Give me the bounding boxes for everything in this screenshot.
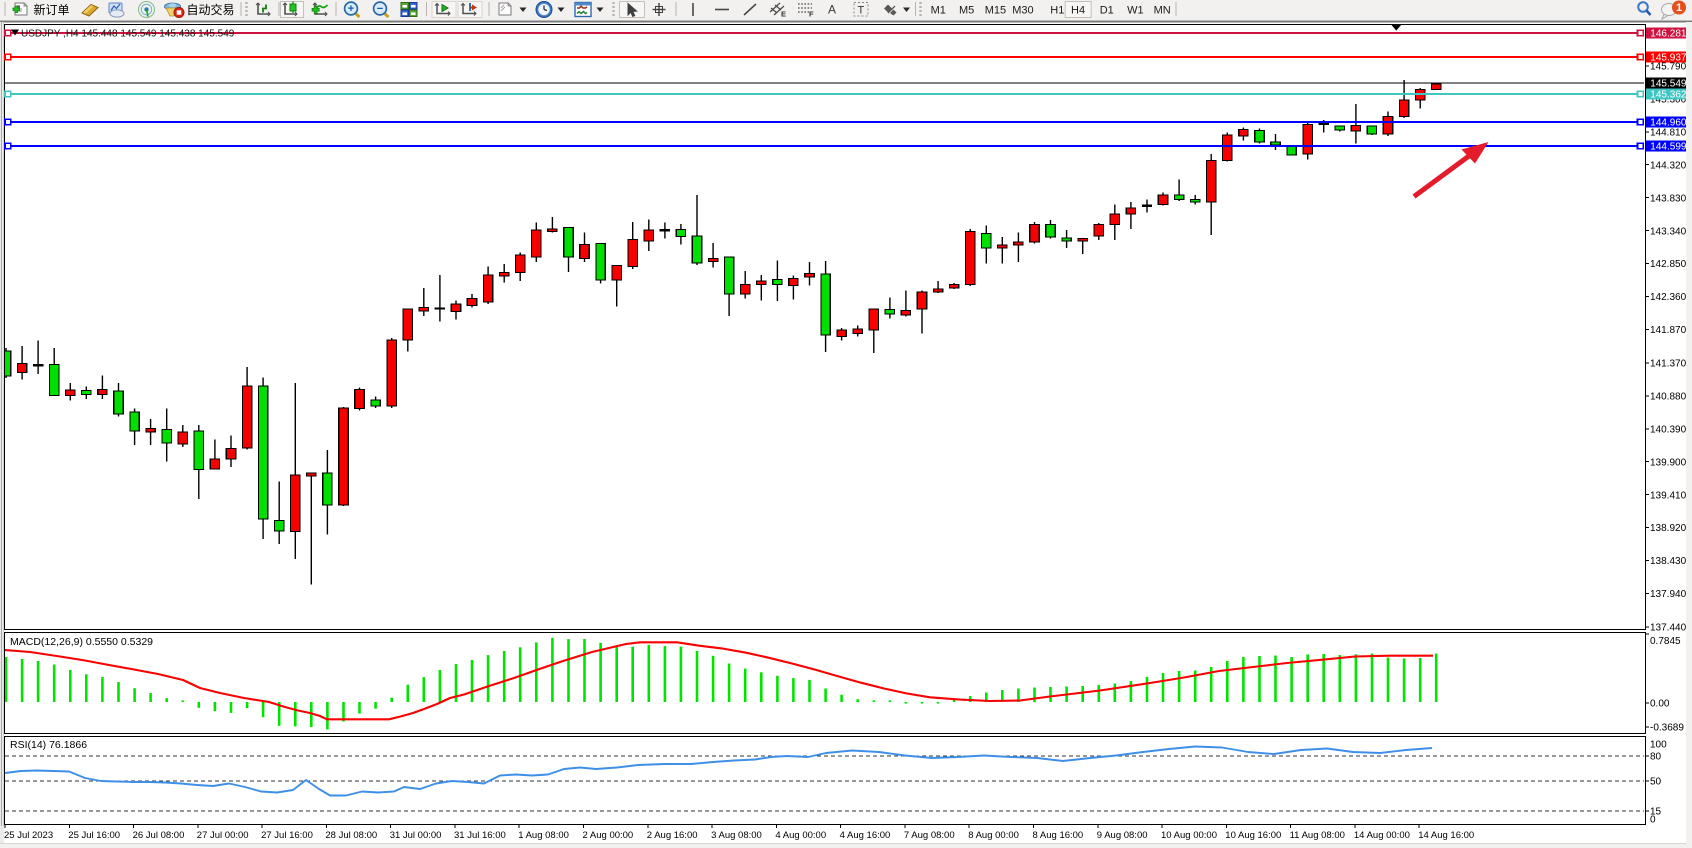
svg-text:27 Jul 16:00: 27 Jul 16:00: [261, 830, 313, 841]
svg-text:137.440: 137.440: [1650, 623, 1687, 634]
svg-text:4 Aug 16:00: 4 Aug 16:00: [840, 830, 891, 841]
svg-text:145.937: 145.937: [1650, 52, 1687, 63]
svg-text:-0.3689: -0.3689: [1650, 723, 1684, 734]
svg-text:0: 0: [1650, 815, 1656, 826]
svg-text:M15: M15: [985, 5, 1006, 17]
svg-text:50: 50: [1650, 777, 1662, 788]
svg-text:3 Aug 08:00: 3 Aug 08:00: [711, 830, 762, 841]
svg-text:RSI(14) 76.1866: RSI(14) 76.1866: [10, 739, 87, 751]
svg-text:145.362: 145.362: [1650, 89, 1687, 100]
svg-text:26 Jul 08:00: 26 Jul 08:00: [133, 830, 185, 841]
svg-text:145.790: 145.790: [1650, 62, 1687, 73]
svg-text:新订单: 新订单: [34, 2, 70, 17]
svg-text:1: 1: [1676, 2, 1682, 14]
svg-text:T: T: [858, 5, 865, 17]
svg-text:31 Jul 16:00: 31 Jul 16:00: [454, 830, 506, 841]
svg-text:141.370: 141.370: [1650, 359, 1687, 370]
svg-text:144.599: 144.599: [1650, 141, 1687, 152]
svg-text:28 Jul 08:00: 28 Jul 08:00: [325, 830, 377, 841]
svg-text:144.320: 144.320: [1650, 160, 1687, 171]
svg-text:8 Aug 16:00: 8 Aug 16:00: [1033, 830, 1084, 841]
svg-text:145.300: 145.300: [1650, 95, 1687, 106]
svg-text:14 Aug 00:00: 14 Aug 00:00: [1354, 830, 1410, 841]
svg-text:10 Aug 00:00: 10 Aug 00:00: [1161, 830, 1217, 841]
svg-text:11 Aug 08:00: 11 Aug 08:00: [1290, 830, 1345, 841]
svg-text:140.880: 140.880: [1650, 392, 1687, 403]
svg-text:138.430: 138.430: [1650, 556, 1687, 567]
svg-text:142.360: 142.360: [1650, 292, 1687, 303]
svg-text:H1: H1: [1050, 5, 1064, 17]
svg-text:139.410: 139.410: [1650, 490, 1687, 501]
svg-text:4 Aug 00:00: 4 Aug 00:00: [775, 830, 826, 841]
svg-text:USDJPY ,H4 145.448 145.549 14: USDJPY ,H4 145.448 145.549 145.438 145.5…: [21, 29, 235, 40]
svg-text:7 Aug 08:00: 7 Aug 08:00: [904, 830, 955, 841]
svg-text:自动交易: 自动交易: [187, 2, 235, 17]
svg-text:15: 15: [1650, 807, 1662, 818]
svg-text:10 Aug 16:00: 10 Aug 16:00: [1225, 830, 1281, 841]
svg-text:2 Aug 00:00: 2 Aug 00:00: [583, 830, 634, 841]
svg-text:143.830: 143.830: [1650, 193, 1687, 204]
svg-text:M30: M30: [1012, 5, 1033, 17]
svg-text:25 Jul 2023: 25 Jul 2023: [4, 830, 53, 841]
svg-text:A: A: [828, 3, 836, 17]
svg-text:MN: MN: [1154, 5, 1171, 17]
svg-text:0.00: 0.00: [1650, 699, 1670, 710]
svg-text:143.340: 143.340: [1650, 226, 1687, 237]
svg-text:144.810: 144.810: [1650, 128, 1687, 139]
svg-text:1 Aug 08:00: 1 Aug 08:00: [518, 830, 569, 841]
svg-text:0.7845: 0.7845: [1650, 636, 1681, 647]
svg-text:H4: H4: [1071, 5, 1085, 17]
svg-text:140.390: 140.390: [1650, 425, 1687, 436]
svg-text:138.920: 138.920: [1650, 523, 1687, 534]
svg-text:2 Aug 16:00: 2 Aug 16:00: [647, 830, 698, 841]
svg-text:M1: M1: [931, 5, 946, 17]
svg-text:142.850: 142.850: [1650, 259, 1687, 270]
svg-text:9 Aug 08:00: 9 Aug 08:00: [1097, 830, 1148, 841]
svg-text:8 Aug 00:00: 8 Aug 00:00: [968, 830, 1019, 841]
svg-text:27 Jul 00:00: 27 Jul 00:00: [197, 830, 249, 841]
svg-text:80: 80: [1650, 752, 1662, 763]
svg-text:+: +: [348, 3, 354, 15]
svg-text:100: 100: [1650, 740, 1667, 751]
svg-text:F: F: [809, 10, 814, 19]
svg-text:M5: M5: [959, 5, 974, 17]
svg-text:137.940: 137.940: [1650, 589, 1687, 600]
svg-text:146.281: 146.281: [1650, 28, 1687, 39]
svg-text:31 Jul 00:00: 31 Jul 00:00: [390, 830, 442, 841]
svg-text:25 Jul 16:00: 25 Jul 16:00: [68, 830, 120, 841]
svg-text:145.549: 145.549: [1650, 79, 1687, 90]
svg-text:144.960: 144.960: [1650, 117, 1687, 128]
svg-text:E: E: [781, 10, 786, 19]
svg-text:141.870: 141.870: [1650, 325, 1687, 336]
svg-text:139.900: 139.900: [1650, 457, 1687, 468]
svg-text:14 Aug 16:00: 14 Aug 16:00: [1418, 830, 1474, 841]
svg-text:−: −: [377, 3, 383, 15]
svg-text:MACD(12,26,9) 0.5550 0.5329: MACD(12,26,9) 0.5550 0.5329: [10, 636, 153, 648]
svg-text:W1: W1: [1127, 5, 1144, 17]
svg-text:D1: D1: [1100, 5, 1114, 17]
